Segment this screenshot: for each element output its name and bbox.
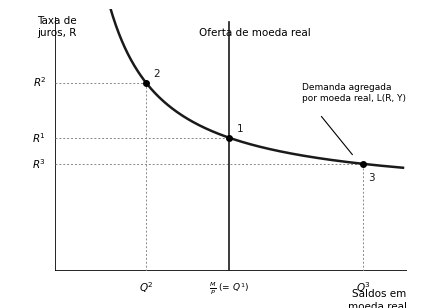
Text: Oferta de moeda real: Oferta de moeda real — [199, 27, 311, 38]
Text: 2: 2 — [153, 69, 160, 79]
Text: Demanda agregada
por moeda real, L(R, Y): Demanda agregada por moeda real, L(R, Y) — [302, 83, 406, 103]
Text: $Q^3$: $Q^3$ — [356, 280, 371, 295]
Text: $R^2$: $R^2$ — [32, 76, 46, 89]
Text: 3: 3 — [368, 173, 375, 183]
Text: $\frac{M}{P}$ (= $Q^1$): $\frac{M}{P}$ (= $Q^1$) — [209, 280, 249, 297]
Text: 1: 1 — [236, 124, 243, 134]
Text: Taxa de
juros, R: Taxa de juros, R — [37, 16, 77, 38]
Text: $R^3$: $R^3$ — [32, 157, 46, 171]
Text: Saldos em
moeda real: Saldos em moeda real — [348, 290, 406, 308]
Text: $Q^2$: $Q^2$ — [138, 280, 153, 295]
Text: $R^1$: $R^1$ — [32, 131, 46, 145]
